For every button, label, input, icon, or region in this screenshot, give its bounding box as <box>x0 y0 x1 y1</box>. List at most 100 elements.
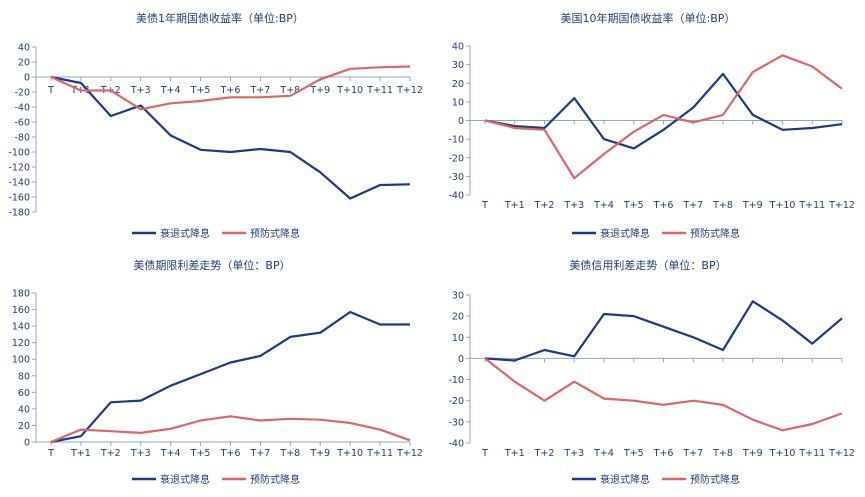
y-tick-label: -20 <box>448 396 464 407</box>
series-line-recession <box>484 72 843 150</box>
x-tick-label: T+6 <box>653 448 674 459</box>
y-tick-label: 20 <box>452 79 464 90</box>
x-tick-label: T+10 <box>769 448 796 459</box>
x-tick-label: T+8 <box>712 200 733 211</box>
chart-title: 美债期限利差走势（单位：BP） <box>133 258 290 272</box>
x-tick-label: T+2 <box>534 200 555 211</box>
y-tick-label: 0 <box>24 438 30 449</box>
chart-1y-treasury-yield: 美债1年期国债收益率（单位:BP） 40 20 0 -20 -40 -60 -80 -100 -1… <box>8 11 423 240</box>
x-tick-label: T+3 <box>130 85 151 96</box>
legend: 衰退式降息 预防式降息 <box>132 473 300 486</box>
x-tick-label: T+9 <box>309 448 330 459</box>
series-line-preventive <box>484 54 843 180</box>
x-tick-label: T+5 <box>623 448 644 459</box>
x-tick-label: T+9 <box>742 200 763 211</box>
legend-label-preventive: 预防式降息 <box>690 473 740 486</box>
x-tick-label: T+1 <box>504 200 525 211</box>
x-tick-label: T+12 <box>396 85 423 96</box>
x-tick-label: T+11 <box>798 200 825 211</box>
chart-title: 美国10年期国债收益率（单位:BP） <box>561 11 736 25</box>
x-tick-label: T+12 <box>828 448 855 459</box>
y-tick-label: -180 <box>8 208 30 219</box>
x-tick-label: T+10 <box>769 200 796 211</box>
y-tick-label: 30 <box>452 60 464 71</box>
x-tick-label: T+3 <box>130 448 151 459</box>
y-tick-label: 60 <box>18 388 30 399</box>
y-tick-label: 40 <box>18 404 30 415</box>
x-tick-label: T+6 <box>220 85 241 96</box>
y-tick-label: 20 <box>452 312 464 323</box>
x-tick-label: T <box>481 448 488 459</box>
x-tick-label: T+1 <box>504 448 525 459</box>
x-tick-label: T+7 <box>250 448 271 459</box>
x-tick-label: T+4 <box>593 448 614 459</box>
x-tick-label: T+6 <box>220 448 241 459</box>
x-tick-label: T+12 <box>828 200 855 211</box>
legend-label-preventive: 预防式降息 <box>250 473 300 486</box>
x-tick-label: T+7 <box>682 200 703 211</box>
y-tick-label: -60 <box>14 118 30 129</box>
x-tick-label: T+9 <box>309 85 330 96</box>
y-tick-label: -10 <box>448 135 464 146</box>
y-tick-label: 10 <box>452 333 464 344</box>
x-tick-label: T+11 <box>798 448 825 459</box>
x-tick-label: T <box>47 448 54 459</box>
x-tick-label: T+8 <box>279 85 300 96</box>
x-tick-label: T+7 <box>682 448 703 459</box>
y-tick-label: 20 <box>18 58 30 69</box>
legend-label-recession: 衰退式降息 <box>600 473 650 486</box>
x-tick-label: T+3 <box>563 200 584 211</box>
legend-label-recession: 衰退式降息 <box>600 227 650 240</box>
chart-title: 美债1年期国债收益率（单位:BP） <box>136 11 304 25</box>
series-line-preventive <box>50 65 411 111</box>
y-tick-label: 80 <box>18 371 30 382</box>
y-tick-label: 30 <box>452 291 464 302</box>
y-tick-label: -40 <box>448 439 464 450</box>
x-tick-label: T+11 <box>366 85 393 96</box>
x-tick-label: T+2 <box>100 448 121 459</box>
y-tick-label: 40 <box>452 42 464 53</box>
x-tick-label: T+10 <box>336 85 363 96</box>
y-tick-label: -20 <box>448 153 464 164</box>
y-tick-label: 0 <box>24 73 30 84</box>
y-tick-label: -20 <box>14 88 30 99</box>
y-tick-label: -40 <box>14 103 30 114</box>
y-tick-label: -140 <box>8 178 30 189</box>
legend: 衰退式降息 预防式降息 <box>572 227 740 240</box>
x-tick-label: T+9 <box>742 448 763 459</box>
y-tick-label: 180 <box>12 289 30 300</box>
y-tick-label: 40 <box>18 43 30 54</box>
y-tick-label: -30 <box>448 172 464 183</box>
series-line-recession <box>50 310 410 444</box>
y-tick-label: 0 <box>458 354 464 365</box>
y-tick-label: -30 <box>448 417 464 428</box>
x-tick-label: T <box>481 200 488 211</box>
x-tick-label: T+8 <box>712 448 733 459</box>
legend: 衰退式降息 预防式降息 <box>132 227 300 240</box>
x-tick-label: T+4 <box>160 85 181 96</box>
y-tick-label: -80 <box>14 133 30 144</box>
x-tick-label: T+2 <box>534 448 555 459</box>
x-tick-label: T <box>47 85 54 96</box>
legend-label-recession: 衰退式降息 <box>160 227 210 240</box>
x-tick-label: T+10 <box>336 448 363 459</box>
x-tick-label: T+8 <box>279 448 300 459</box>
y-tick-label: -40 <box>448 191 464 202</box>
series-line-preventive <box>484 357 843 432</box>
legend-label-preventive: 预防式降息 <box>690 227 740 240</box>
legend-label-preventive: 预防式降息 <box>250 227 300 240</box>
y-tick-label: -120 <box>8 163 30 174</box>
x-tick-label: T+7 <box>250 85 271 96</box>
legend: 衰退式降息 预防式降息 <box>572 473 740 486</box>
series-line-recession <box>484 300 843 362</box>
y-tick-label: 140 <box>12 322 30 333</box>
y-tick-label: -160 <box>8 193 30 204</box>
x-tick-label: T+1 <box>70 448 91 459</box>
x-tick-label: T+3 <box>563 448 584 459</box>
y-tick-label: -10 <box>448 375 464 386</box>
x-tick-label: T+5 <box>190 448 211 459</box>
chart-credit-spread: 美债信用利差走势（单位：BP） 30 20 10 0 -10 -20 -30 -40 T T+1 T+… <box>448 258 855 486</box>
x-tick-label: T+4 <box>160 448 181 459</box>
x-tick-label: T+5 <box>623 200 644 211</box>
x-tick-label: T+5 <box>190 85 211 96</box>
